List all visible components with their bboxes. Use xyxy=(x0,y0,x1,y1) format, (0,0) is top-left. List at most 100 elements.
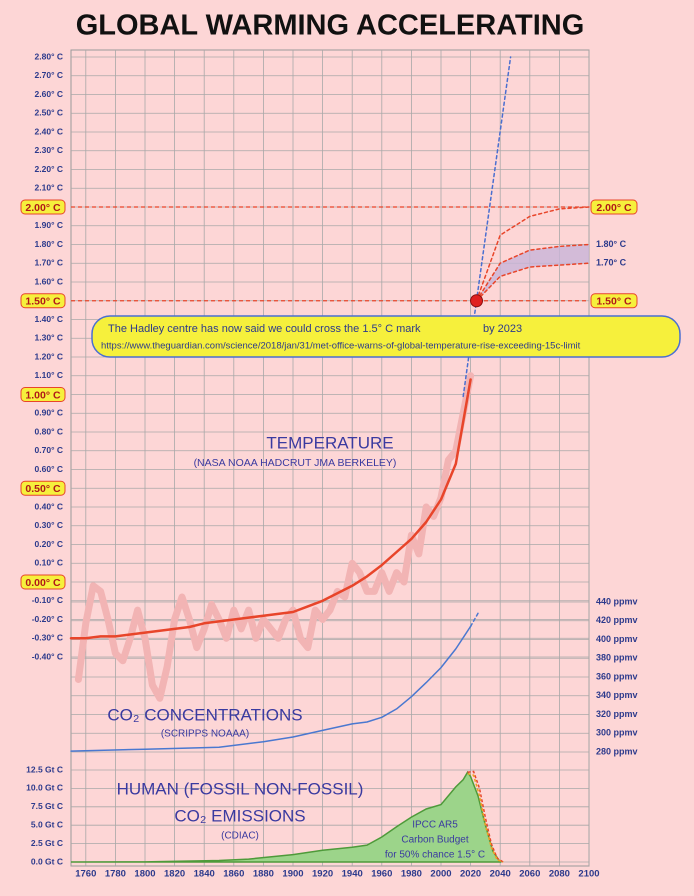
y-tick-label: 1.20° C xyxy=(35,351,63,361)
y-tick-label: 380 ppmv xyxy=(596,653,638,663)
data-point xyxy=(470,294,484,308)
y-tick-label: 12.5 Gt C xyxy=(26,764,63,774)
y-tick-label: 1.00° C xyxy=(25,389,61,401)
x-tick-label: 2040 xyxy=(490,869,511,880)
reference-label: 1.50° C xyxy=(596,296,632,308)
y-tick-label: 5.0 Gt C xyxy=(31,819,63,829)
label-box xyxy=(590,199,638,215)
x-tick-label: 1880 xyxy=(253,869,274,880)
label-box xyxy=(590,293,638,309)
tick-box xyxy=(20,293,66,309)
x-tick-label: 1780 xyxy=(105,869,126,880)
annotation: (CDIAC) xyxy=(221,831,259,842)
annotation: TEMPERATURE xyxy=(266,433,393,452)
x-tick-label: 1860 xyxy=(223,869,244,880)
annotation: (NASA NOAA HADCRUT JMA BERKELEY) xyxy=(194,457,397,469)
y-tick-label: 360 ppmv xyxy=(596,671,638,681)
y-tick-label: 2.5 Gt C xyxy=(31,838,63,848)
y-tick-label: 1.60° C xyxy=(35,276,63,286)
data-line xyxy=(475,206,590,302)
y-tick-label: 2.20° C xyxy=(35,164,63,174)
y-tick-label: 420 ppmv xyxy=(596,615,638,625)
y-tick-label: 0.00° C xyxy=(25,577,61,589)
data-line xyxy=(467,772,504,863)
y-tick-label: 2.30° C xyxy=(35,145,63,155)
y-tick-label: 0.80° C xyxy=(35,426,63,436)
y-tick-label: 7.5 Gt C xyxy=(31,801,63,811)
y-tick-label: 2.80° C xyxy=(35,51,63,61)
x-tick-label: 1760 xyxy=(75,869,96,880)
x-tick-label: 2000 xyxy=(430,869,451,880)
annotation: CO₂ CONCENTRATIONS xyxy=(107,705,302,724)
series-end-label: 1.70° C xyxy=(596,258,627,268)
x-tick-label: 1960 xyxy=(371,869,392,880)
tick-box xyxy=(20,199,66,215)
x-tick-label: 1800 xyxy=(134,869,155,880)
tick-box xyxy=(20,574,66,590)
y-tick-label: 1.50° C xyxy=(25,296,61,308)
y-tick-label: 400 ppmv xyxy=(596,634,638,644)
y-tick-label: 0.10° C xyxy=(35,558,63,568)
annotation: IPCC AR5 xyxy=(412,820,458,831)
x-tick-label: 1820 xyxy=(164,869,185,880)
callout-text: The Hadley centre has now said we could … xyxy=(108,323,421,335)
x-tick-label: 1920 xyxy=(312,869,333,880)
y-tick-label: 1.80° C xyxy=(35,239,63,249)
data-line xyxy=(70,625,472,752)
annotation: Carbon Budget xyxy=(401,835,468,846)
y-tick-label: 0.40° C xyxy=(35,501,63,511)
x-tick-label: 2060 xyxy=(519,869,540,880)
y-tick-label: 0.20° C xyxy=(35,539,63,549)
y-tick-label: 2.10° C xyxy=(35,183,63,193)
y-tick-label: 0.90° C xyxy=(35,408,63,418)
y-tick-label: -0.40° C xyxy=(32,651,63,661)
y-tick-label: 280 ppmv xyxy=(596,746,638,756)
y-tick-label: 2.50° C xyxy=(35,108,63,118)
y-tick-label: 2.40° C xyxy=(35,126,63,136)
data-line xyxy=(69,378,472,640)
y-tick-label: 0.50° C xyxy=(25,483,61,495)
y-tick-label: 340 ppmv xyxy=(596,690,638,700)
callout-year: by 2023 xyxy=(483,323,522,335)
y-tick-label: 440 ppmv xyxy=(596,596,638,606)
x-tick-label: 1940 xyxy=(342,869,363,880)
annotation: CO₂ EMISSIONS xyxy=(174,806,305,825)
x-tick-label: 1980 xyxy=(401,869,422,880)
x-tick-label: 1840 xyxy=(194,869,215,880)
x-tick-label: 2100 xyxy=(578,869,599,880)
y-tick-label: 1.10° C xyxy=(35,370,63,380)
y-tick-label: 2.70° C xyxy=(35,70,63,80)
callout-url: https://www.theguardian.com/science/2018… xyxy=(101,341,581,352)
tick-box xyxy=(20,387,66,402)
y-tick-label: -0.20° C xyxy=(32,614,63,624)
x-tick-label: 2020 xyxy=(460,869,481,880)
y-tick-label: 300 ppmv xyxy=(596,728,638,738)
y-tick-label: -0.10° C xyxy=(32,595,63,605)
y-tick-label: 0.30° C xyxy=(35,520,63,530)
data-line xyxy=(469,612,479,628)
data-line xyxy=(475,243,590,302)
y-tick-label: 0.70° C xyxy=(35,445,63,455)
y-tick-label: 10.0 Gt C xyxy=(26,783,63,793)
range-band xyxy=(476,244,589,301)
series-end-label: 1.80° C xyxy=(596,239,627,249)
chart-title: GLOBAL WARMING ACCELERATING xyxy=(76,10,585,42)
y-tick-label: 2.00° C xyxy=(25,202,61,214)
annotation: HUMAN (FOSSIL NON-FOSSIL) xyxy=(117,779,364,798)
y-tick-label: 2.60° C xyxy=(35,89,63,99)
y-tick-label: 1.30° C xyxy=(35,333,63,343)
y-tick-label: 320 ppmv xyxy=(596,709,638,719)
y-tick-label: 0.60° C xyxy=(35,464,63,474)
annotation: for 50% chance 1.5° C xyxy=(385,850,485,861)
x-tick-label: 2080 xyxy=(549,869,570,880)
annotation: (SCRIPPS NOAAA) xyxy=(161,729,249,740)
data-line xyxy=(475,262,590,302)
callout-box xyxy=(91,315,681,358)
x-tick-label: 1900 xyxy=(282,869,303,880)
y-tick-label: 0.0 Gt C xyxy=(31,856,63,866)
y-tick-label: 1.70° C xyxy=(35,258,63,268)
tick-box xyxy=(20,480,66,496)
y-tick-label: 1.40° C xyxy=(35,314,63,324)
